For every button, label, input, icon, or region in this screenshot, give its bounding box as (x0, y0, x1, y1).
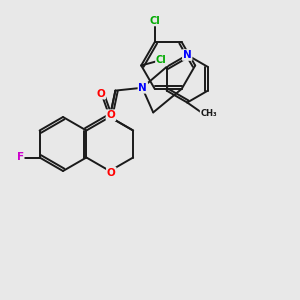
Text: Cl: Cl (149, 16, 160, 26)
Text: CH₃: CH₃ (200, 109, 217, 118)
Text: O: O (96, 88, 105, 99)
Text: N: N (183, 50, 192, 60)
Text: N: N (139, 83, 147, 93)
Text: O: O (107, 167, 116, 178)
Text: O: O (106, 110, 115, 120)
Text: F: F (16, 152, 24, 163)
Text: Cl: Cl (156, 56, 167, 65)
